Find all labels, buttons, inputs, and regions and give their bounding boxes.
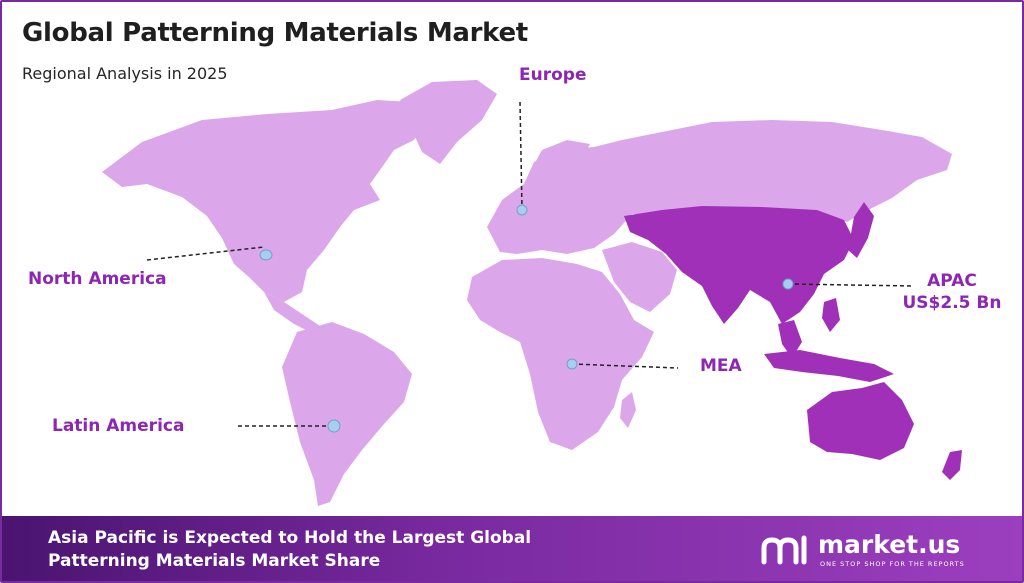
latin-america-marker (327, 419, 341, 433)
apac-connector (787, 283, 915, 287)
philippines-landmass (822, 298, 840, 332)
north-america-landmass (102, 100, 427, 302)
eurasia-landmass (487, 120, 952, 254)
australia-landmass (807, 382, 914, 460)
footer-text: Asia Pacific is Expected to Hold the Lar… (48, 528, 532, 571)
latin-america-label: Latin America (52, 416, 185, 436)
mea-connector (571, 363, 679, 369)
apac-marker (782, 278, 794, 290)
europe-label: Europe (519, 65, 587, 85)
market-us-logo-icon (761, 535, 807, 565)
greenland-landmass (400, 80, 497, 164)
apac-label-group: APAC US$2.5 Bn (892, 270, 1012, 314)
south-america-landmass (282, 322, 412, 506)
southeast-asia-landmass (778, 320, 802, 358)
asia-pacific-landmass (624, 206, 854, 324)
market-us-logo: market.us ONE STOP SHOP FOR THE REPORTS (760, 530, 1010, 570)
japan-landmass (848, 202, 874, 258)
mea-label: MEA (700, 356, 742, 376)
north-america-connector (146, 246, 265, 261)
scandinavia-landmass (530, 140, 590, 192)
logo-name: market.us (818, 530, 961, 559)
indonesia-landmass (764, 350, 894, 382)
europe-connector (519, 101, 523, 210)
north-america-marker (259, 249, 273, 261)
footer-banner: Asia Pacific is Expected to Hold the Lar… (2, 516, 1022, 581)
page-subtitle: Regional Analysis in 2025 (22, 64, 228, 83)
europe-marker (516, 204, 528, 216)
logo-tagline: ONE STOP SHOP FOR THE REPORTS (820, 560, 965, 568)
mea-marker (566, 358, 578, 370)
apac-label: APAC (927, 271, 977, 291)
north-america-label: North America (28, 269, 167, 289)
central-america-landmass (264, 292, 320, 334)
middle-east-landmass (602, 242, 677, 312)
new-zealand-landmass (942, 450, 962, 480)
page-title: Global Patterning Materials Market (22, 18, 528, 48)
africa-landmass (467, 258, 654, 450)
madagascar-landmass (620, 392, 636, 428)
apac-value: US$2.5 Bn (902, 293, 1002, 313)
